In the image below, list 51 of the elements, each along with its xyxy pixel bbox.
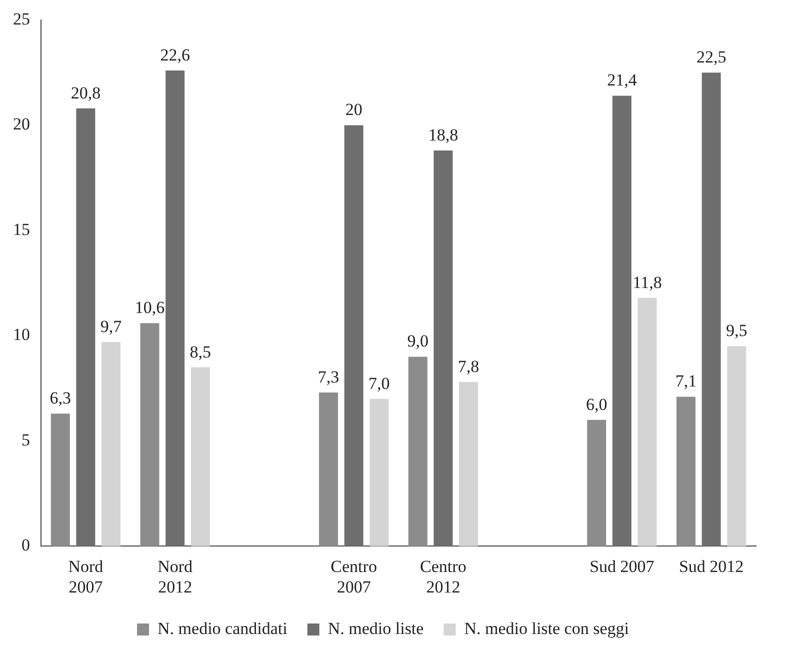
- bar: [318, 392, 338, 546]
- y-tick-label: 20: [13, 114, 30, 134]
- data-label: 7,1: [675, 372, 697, 391]
- data-label: 8,5: [190, 342, 212, 362]
- data-label: 10,6: [134, 298, 165, 318]
- bar: [190, 367, 210, 546]
- data-label: 9,5: [726, 321, 748, 340]
- x-tick-label: Sud 2007: [590, 556, 655, 576]
- y-tick-label: 15: [13, 220, 30, 239]
- data-label: 6,0: [586, 394, 608, 414]
- y-tick-label: 5: [22, 430, 30, 450]
- bar: [612, 96, 632, 546]
- y-tick-label: 25: [13, 9, 30, 28]
- data-label: 6,3: [50, 388, 71, 408]
- bar: [344, 125, 364, 546]
- bar: [638, 298, 657, 546]
- y-tick-label: 0: [22, 536, 30, 555]
- data-label: 9,7: [100, 317, 122, 336]
- data-label: 21,4: [607, 70, 638, 90]
- data-label: 7,8: [458, 356, 480, 376]
- legend-label: N. medio liste: [328, 618, 424, 638]
- x-tick-label: Sud 2012: [678, 556, 744, 576]
- bar: [166, 70, 185, 546]
- bar: [434, 150, 453, 546]
- x-tick-label: Nord 2007: [68, 556, 104, 596]
- x-tick-label: Centro 2007: [330, 556, 377, 596]
- data-label: 11,8: [632, 272, 662, 292]
- data-label: 7,0: [368, 374, 390, 393]
- data-label: 18,8: [428, 125, 458, 144]
- x-tick-label: Centro 2012: [420, 556, 466, 596]
- bar: [676, 396, 696, 546]
- data-label: 20,8: [70, 83, 101, 102]
- bar: [587, 420, 606, 546]
- bar: [408, 356, 428, 546]
- bar: [102, 342, 121, 546]
- data-label: 22,6: [160, 45, 190, 64]
- legend-label: N. medio liste con seggi: [464, 618, 630, 638]
- bar: [76, 108, 96, 546]
- bar: [727, 346, 746, 546]
- bar: [140, 323, 160, 546]
- y-tick-label: 10: [13, 325, 30, 344]
- bar: [702, 72, 721, 546]
- data-label: 7,3: [318, 368, 340, 387]
- x-tick-label: Nord 2012: [158, 556, 194, 596]
- bar: [370, 398, 389, 546]
- bar: [50, 414, 70, 546]
- data-label: 20: [345, 100, 362, 120]
- bar: [459, 382, 478, 546]
- data-label: 9,0: [407, 332, 428, 351]
- legend-label: N. medio candidati: [158, 618, 288, 638]
- data-label: 22,5: [696, 48, 726, 67]
